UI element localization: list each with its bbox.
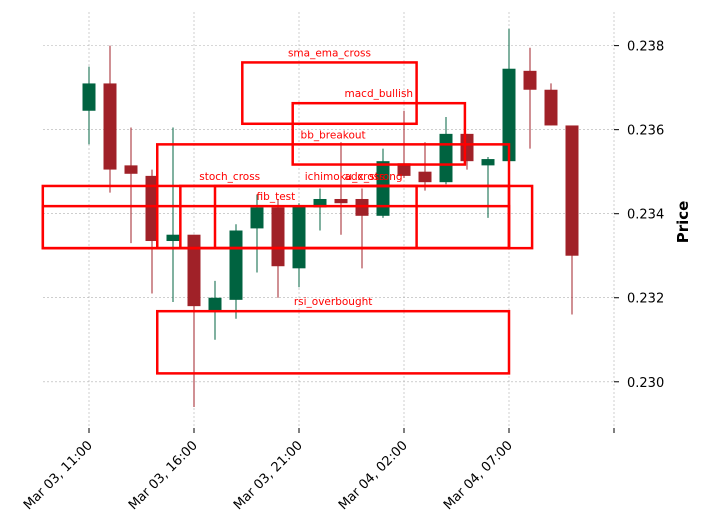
y-tick-label: 0.230 (627, 376, 664, 391)
y-axis-title: Price (674, 201, 692, 244)
candle-body-down (397, 163, 411, 176)
annotation-box (156, 143, 511, 250)
candle-body-up (208, 297, 222, 311)
candle-body-down (124, 165, 138, 174)
candle-body-up (439, 133, 453, 183)
candle-body-up (166, 234, 180, 242)
candle-body-down (103, 83, 117, 170)
candle-body-up (229, 230, 243, 300)
y-tick-label: 0.236 (627, 124, 664, 139)
annotation-label: adx_strong (345, 171, 403, 183)
candle-body-up (250, 207, 264, 229)
annotation-label: fib_test (257, 191, 296, 203)
axis-layer: 0.230 0.232 0.234 0.236 0.238 Mar 03, 11:00 Ma… (21, 40, 664, 514)
annotation-label: bb_breakout (301, 129, 366, 141)
candle-body-down (460, 133, 474, 162)
wick-layer (88, 28, 573, 407)
y-tick-label: 0.234 (627, 208, 664, 223)
candle-body-up (481, 159, 495, 166)
candle-body-down (355, 198, 369, 216)
annotation-box (156, 309, 511, 375)
x-tick-label: Mar 04, 02:00 (336, 438, 411, 513)
candle-body-up (313, 198, 327, 208)
annotation-label: rsi_overbought (294, 296, 373, 308)
candle-body-down (523, 70, 537, 90)
candle-body-up (292, 205, 306, 269)
candle-body-down (565, 125, 579, 256)
candle-layer (82, 68, 579, 311)
candle-body-down (418, 171, 432, 183)
candle-body-down (271, 207, 285, 267)
x-tick-label: Mar 04, 07:00 (441, 438, 516, 513)
annotation-box (291, 101, 467, 166)
annotation-box (41, 204, 511, 250)
x-tick-label: Mar 03, 21:00 (231, 438, 306, 513)
candle-body-down (187, 234, 201, 307)
y-tick-label: 0.232 (627, 292, 664, 307)
y-tick-label: 0.238 (627, 40, 664, 55)
x-tick-label: Mar 03, 16:00 (126, 438, 201, 513)
candle-body-up (502, 68, 516, 162)
candle-body-up (82, 83, 96, 111)
annotation-layer: sma_ema_cross macd_bullish bb_breakoutstoc… (41, 47, 534, 375)
annotation-label: ichimoku_cross (305, 171, 385, 183)
candle-body-down (544, 89, 558, 126)
x-tick-label: Mar 03, 11:00 (21, 438, 96, 513)
candle-body-down (145, 175, 159, 242)
annotation-label: stoch_cross (199, 171, 260, 183)
candle-body-down (334, 198, 348, 204)
candle-body-up (376, 161, 390, 216)
annotation-label: macd_bullish (345, 88, 414, 100)
annotation-label: sma_ema_cross (288, 47, 371, 59)
annotation-box (241, 61, 418, 126)
